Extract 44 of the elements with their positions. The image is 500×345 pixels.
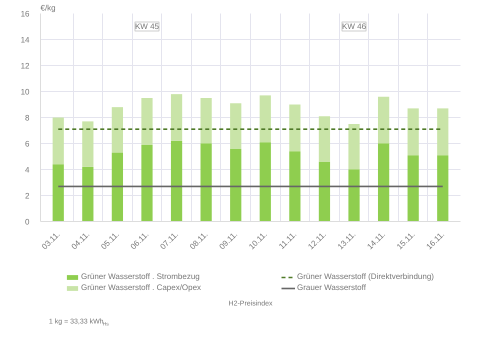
- bar: [348, 170, 360, 222]
- y-tick-label: 12: [20, 62, 30, 70]
- legend-label: Grüner Wasserstoff (Direktverbindung): [297, 271, 435, 282]
- bar: [112, 107, 124, 153]
- bar: [289, 104, 300, 152]
- legend-label: Grauer Wasserstoff: [297, 282, 367, 293]
- y-tick-label: 2: [25, 192, 30, 200]
- legend-label: Grüner Wasserstoff . Capex/Opex: [81, 282, 202, 293]
- bar: [408, 108, 419, 156]
- bar: [52, 118, 64, 164]
- y-tick-label: 4: [25, 166, 30, 174]
- bar: [378, 144, 390, 222]
- bar: [141, 98, 153, 145]
- bar: [318, 116, 330, 162]
- y-tick-label: 10: [20, 88, 30, 96]
- annotation: KW 45: [134, 22, 160, 31]
- bar: [408, 155, 419, 222]
- y-tick-label: 6: [25, 140, 30, 148]
- bar: [260, 142, 271, 222]
- bar: [200, 98, 212, 144]
- bar: [170, 94, 182, 141]
- annotation: KW 46: [342, 22, 367, 31]
- bar: [378, 96, 390, 144]
- bar: [289, 151, 300, 222]
- y-tick-label: 0: [25, 218, 30, 226]
- legend-label: Grüner Wasserstoff . Strombezug: [81, 271, 201, 282]
- bar: [141, 144, 153, 222]
- bar: [82, 166, 94, 222]
- bar: [230, 103, 242, 149]
- bar: [200, 144, 212, 222]
- y-tick-label: 16: [20, 10, 30, 18]
- bar: [170, 140, 182, 222]
- bar: [437, 155, 448, 222]
- bar: [52, 164, 64, 222]
- bar: [82, 121, 94, 167]
- bar: [437, 108, 448, 156]
- bar: [112, 152, 124, 222]
- y-tick-label: 14: [20, 36, 30, 44]
- bar: [230, 148, 242, 222]
- bar: [318, 162, 330, 222]
- y-axis-title: €/kg: [40, 4, 56, 12]
- bar: [348, 124, 360, 170]
- y-tick-label: 8: [25, 114, 30, 122]
- bar: [260, 95, 271, 142]
